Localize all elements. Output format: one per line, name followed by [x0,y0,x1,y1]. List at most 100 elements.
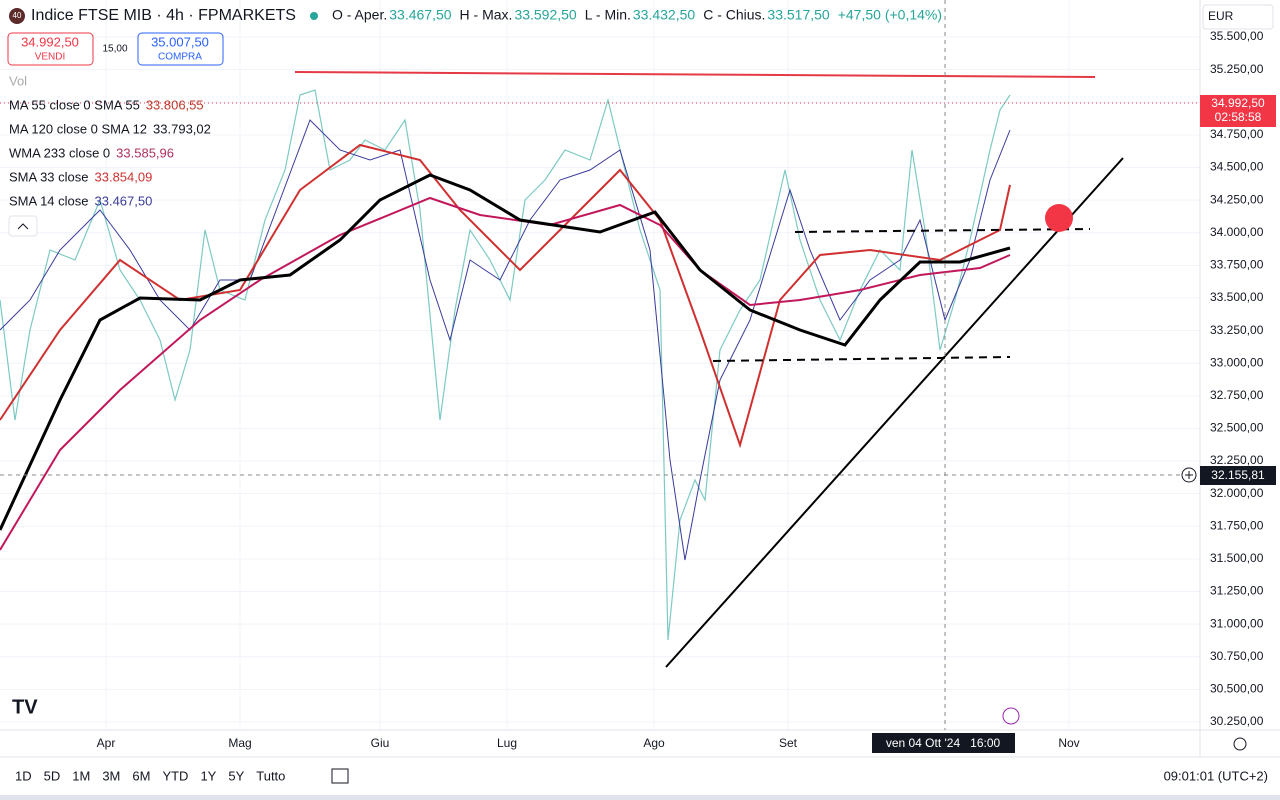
price-label: 31.500,00 [1210,551,1264,565]
range-bottom [712,356,1011,362]
indicator-value: 33.793,02 [153,121,211,136]
range-top [794,228,1091,233]
tv-logo: TV [12,696,38,718]
ohlc-value: 33.592,50 [514,7,576,23]
sell-button[interactable] [7,32,94,66]
settings-icon[interactable] [1233,737,1247,751]
price-label: 33.750,00 [1210,258,1264,272]
range-button[interactable]: 3M [102,768,120,783]
date-range-icon[interactable] [331,768,349,784]
indicator-value: 33.854,09 [95,169,153,184]
ohlc-value: 33.467,50 [389,7,451,23]
price-label: 31.750,00 [1210,518,1264,532]
time-label: Giu [371,736,390,750]
sell-label: VENDI [35,52,66,63]
time-label: Mag [228,736,251,750]
badge [9,8,25,24]
sma-33 [0,143,1011,449]
price-label: 32.250,00 [1210,453,1264,467]
trend-line [665,157,1124,668]
price-label: 32.750,00 [1210,388,1264,402]
vol-label: Vol [9,73,27,88]
ohlc-label: +47,50 (+0,14%) [838,7,942,23]
indicator-value: 33.806,55 [146,97,204,112]
crosshair-date: ven 04 Ott '24 16:00 [886,736,1001,750]
ohlc-value: 33.432,50 [633,7,695,23]
buy-button[interactable] [137,32,224,66]
range-button[interactable]: 5Y [228,768,244,783]
indicator-value: 33.467,50 [95,193,153,208]
price-label: 34.750,00 [1210,127,1264,141]
range-button[interactable]: Tutto [256,768,285,783]
marker-dot [1045,204,1073,232]
price-label: 33.250,00 [1210,323,1264,337]
time-label: Set [779,736,798,750]
ohlc-label: C - Chius. [703,7,765,23]
indicator-legend: MA 55 close 0 SMA 55 33.806,55 MA 120 clos… [9,97,211,208]
collapse-button[interactable] [8,215,38,237]
range-button[interactable]: 5D [44,768,61,783]
price-label: 34.250,00 [1210,192,1264,206]
buy-label: COMPRA [158,52,202,63]
buy-price: 35.007,50 [151,34,209,49]
crosshair-date-box [872,733,1015,753]
grid [105,0,1070,730]
ohlc: O - Aper. 33.467,50 H - Max. 33.592,50 L - M… [332,7,942,23]
sma-14 [0,119,1011,561]
indicator-name: SMA 33 close [9,169,89,184]
toolbar: 1D 5D 1M 3M 6M YTD 1Y 5Y Tutto [15,768,285,783]
current-price: 34.992,50 [1211,96,1265,110]
indicator-name: MA 55 close 0 SMA 55 [9,97,140,112]
price-path [0,89,1011,641]
crosshair-price: 32.155,81 [1211,468,1265,482]
spread: 15,00 [102,44,127,55]
time-label: Lug [497,736,517,750]
currency: EUR [1208,9,1234,23]
indicator-name: MA 120 close 0 SMA 12 [9,121,147,136]
price-label: 35.250,00 [1210,62,1264,76]
price-label: 30.250,00 [1210,714,1264,728]
price-label: 35.500,00 [1210,29,1264,43]
bottom-edge [0,795,1280,800]
price-label: 33.500,00 [1210,290,1264,304]
time-label: Apr [97,736,116,750]
price-label: 33.000,00 [1210,355,1264,369]
ohlc-label: L - Min. [585,7,631,23]
range-button[interactable]: 1M [72,768,90,783]
time-axis: Apr Mag Giu Lug Ago Set Nov [97,736,1080,750]
symbol-title[interactable]: Indice FTSE MIB · 4h · FPMARKETS [31,7,296,24]
range-button[interactable]: 1Y [200,768,216,783]
status-dot [310,12,318,20]
price-label: 30.500,00 [1210,682,1264,696]
range-button[interactable]: 6M [132,768,150,783]
collapse-icon [17,223,29,230]
plus-icon [1185,471,1193,479]
ohlc-label: H - Max. [460,7,513,23]
wma-233 [0,196,1011,551]
indicator-name: WMA 233 close 0 [9,145,110,160]
events-icon[interactable] [1002,707,1020,725]
current-price-box [1200,95,1276,127]
sell-price: 34.992,50 [21,34,79,49]
price-label: 34.000,00 [1210,225,1264,239]
badge-text: 40 [13,11,22,20]
ma-120 [0,173,1011,531]
currency-select[interactable] [1202,4,1274,30]
price-label: 31.250,00 [1210,584,1264,598]
price-label: 31.000,00 [1210,616,1264,630]
price-label: 34.500,00 [1210,160,1264,174]
price-label: 32.000,00 [1210,486,1264,500]
range-button[interactable]: 1D [15,768,32,783]
price-axis: 35.500,0035.250,0035.000,0034.750,0034.5… [1210,29,1264,728]
indicator-value: 33.585,96 [116,145,174,160]
ohlc-label: O - Aper. [332,7,387,23]
crosshair-price-box [1200,466,1276,485]
indicator-name: SMA 14 close [9,193,89,208]
time-label: Nov [1058,736,1079,750]
countdown: 02:58:58 [1215,110,1262,124]
range-button[interactable]: YTD [162,768,188,783]
clock: 09:01:01 (UTC+2) [1164,768,1268,783]
ohlc-value: 33.517,50 [767,7,829,23]
price-label: 30.750,00 [1210,649,1264,663]
